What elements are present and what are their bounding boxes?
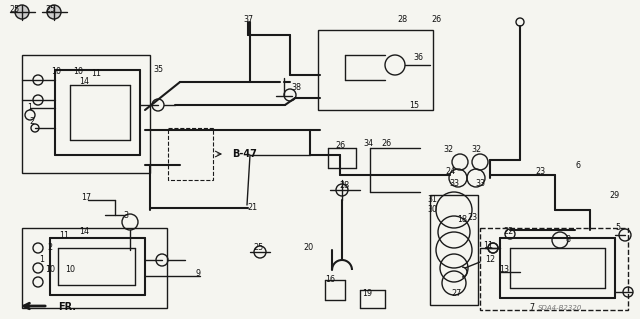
Text: 1: 1 [40, 256, 45, 264]
Text: 35: 35 [153, 65, 163, 75]
Text: FR.: FR. [58, 302, 76, 312]
Text: 26: 26 [381, 139, 391, 149]
Circle shape [47, 5, 61, 19]
Text: 10: 10 [51, 68, 61, 77]
Bar [22, 228, 167, 308]
Text: 28: 28 [397, 16, 407, 25]
Text: 11: 11 [483, 241, 493, 250]
Text: 10: 10 [73, 68, 83, 77]
Text: 28: 28 [339, 182, 349, 190]
Bar [480, 228, 628, 310]
Text: 16: 16 [325, 276, 335, 285]
Text: 12: 12 [485, 256, 495, 264]
Text: 38: 38 [291, 84, 301, 93]
Text: 26: 26 [431, 16, 441, 25]
Text: 23: 23 [535, 167, 545, 176]
Text: 11: 11 [59, 232, 69, 241]
Text: 37: 37 [243, 16, 253, 25]
Text: 24: 24 [445, 167, 455, 176]
Text: 7: 7 [529, 303, 534, 313]
Text: 25: 25 [253, 243, 263, 253]
Text: 5: 5 [616, 224, 621, 233]
Text: 19: 19 [362, 290, 372, 299]
Bar [22, 55, 150, 173]
Text: 15: 15 [409, 101, 419, 110]
Text: 8: 8 [566, 235, 570, 244]
Text: 11: 11 [91, 70, 101, 78]
Text: 33: 33 [475, 180, 485, 189]
Text: 10: 10 [45, 265, 55, 275]
Text: 2: 2 [29, 117, 35, 127]
Text: 36: 36 [413, 54, 423, 63]
Text: 14: 14 [79, 227, 89, 236]
Text: 3: 3 [124, 211, 129, 220]
Text: B-47: B-47 [232, 149, 257, 159]
Text: 26: 26 [335, 142, 345, 151]
Text: 33: 33 [449, 180, 459, 189]
Text: 2: 2 [47, 243, 52, 253]
Text: 30: 30 [427, 205, 437, 214]
Bar [168, 128, 213, 180]
Text: 22: 22 [503, 227, 513, 236]
Text: SDA4-B2320: SDA4-B2320 [538, 305, 582, 311]
Bar [318, 30, 433, 110]
Text: 6: 6 [575, 161, 580, 170]
Text: 34: 34 [363, 139, 373, 149]
Text: 10: 10 [65, 265, 75, 275]
Text: 25: 25 [9, 5, 19, 14]
Text: 32: 32 [471, 145, 481, 154]
Text: 17: 17 [81, 194, 91, 203]
Text: 25: 25 [45, 5, 55, 14]
Text: 18: 18 [457, 216, 467, 225]
Circle shape [15, 5, 29, 19]
Text: 14: 14 [79, 78, 89, 86]
Text: 27: 27 [451, 290, 461, 299]
Text: 13: 13 [499, 265, 509, 275]
Text: 31: 31 [427, 196, 437, 204]
Text: 21: 21 [247, 204, 257, 212]
Text: 29: 29 [609, 191, 619, 201]
Text: 20: 20 [303, 243, 313, 253]
Text: 9: 9 [195, 270, 200, 278]
Text: 32: 32 [443, 145, 453, 154]
Text: 23: 23 [467, 213, 477, 222]
Text: 1: 1 [28, 103, 33, 113]
Bar [430, 195, 478, 305]
